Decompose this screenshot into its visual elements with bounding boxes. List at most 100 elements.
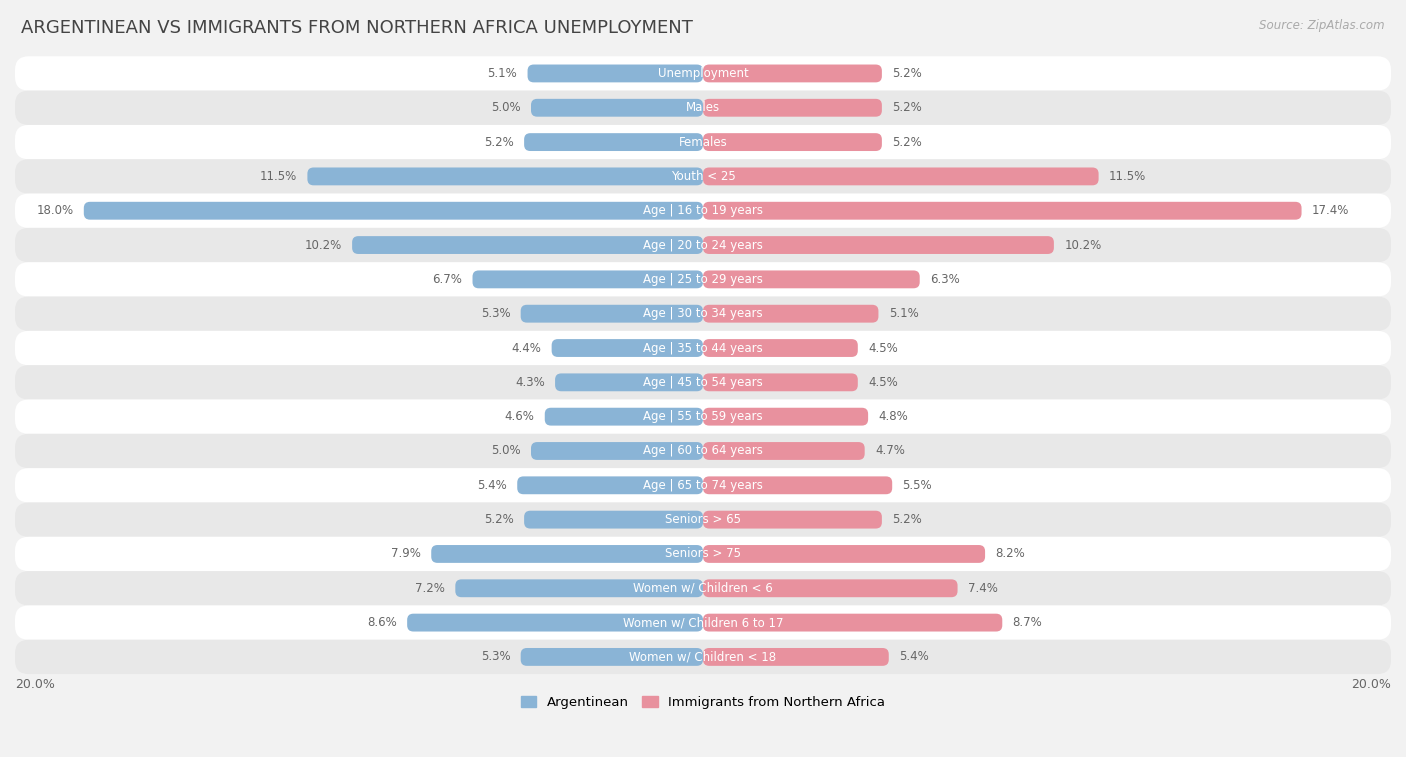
Text: Seniors > 65: Seniors > 65 [665, 513, 741, 526]
Text: 7.2%: 7.2% [415, 582, 446, 595]
Text: 8.2%: 8.2% [995, 547, 1025, 560]
FancyBboxPatch shape [15, 503, 1391, 537]
Text: Age | 55 to 59 years: Age | 55 to 59 years [643, 410, 763, 423]
Text: Youth < 25: Youth < 25 [671, 170, 735, 183]
FancyBboxPatch shape [520, 305, 703, 322]
FancyBboxPatch shape [703, 648, 889, 666]
Text: 5.2%: 5.2% [893, 136, 922, 148]
Text: Age | 16 to 19 years: Age | 16 to 19 years [643, 204, 763, 217]
Text: ARGENTINEAN VS IMMIGRANTS FROM NORTHERN AFRICA UNEMPLOYMENT: ARGENTINEAN VS IMMIGRANTS FROM NORTHERN … [21, 19, 693, 37]
FancyBboxPatch shape [544, 408, 703, 425]
Text: 4.3%: 4.3% [515, 375, 544, 389]
FancyBboxPatch shape [15, 331, 1391, 365]
Text: Age | 20 to 24 years: Age | 20 to 24 years [643, 238, 763, 251]
FancyBboxPatch shape [15, 640, 1391, 674]
Text: 5.2%: 5.2% [484, 513, 513, 526]
Text: Women w/ Children 6 to 17: Women w/ Children 6 to 17 [623, 616, 783, 629]
Text: Women w/ Children < 6: Women w/ Children < 6 [633, 582, 773, 595]
FancyBboxPatch shape [15, 159, 1391, 194]
Text: 11.5%: 11.5% [1109, 170, 1146, 183]
Text: 4.7%: 4.7% [875, 444, 905, 457]
FancyBboxPatch shape [15, 606, 1391, 640]
FancyBboxPatch shape [84, 202, 703, 220]
Text: 7.4%: 7.4% [967, 582, 998, 595]
FancyBboxPatch shape [703, 373, 858, 391]
Text: 18.0%: 18.0% [37, 204, 73, 217]
Text: 5.4%: 5.4% [898, 650, 929, 663]
FancyBboxPatch shape [703, 442, 865, 460]
FancyBboxPatch shape [352, 236, 703, 254]
Text: Age | 30 to 34 years: Age | 30 to 34 years [643, 307, 763, 320]
Text: 5.1%: 5.1% [889, 307, 918, 320]
FancyBboxPatch shape [15, 56, 1391, 91]
FancyBboxPatch shape [524, 133, 703, 151]
FancyBboxPatch shape [472, 270, 703, 288]
FancyBboxPatch shape [531, 99, 703, 117]
Text: Age | 35 to 44 years: Age | 35 to 44 years [643, 341, 763, 354]
FancyBboxPatch shape [15, 125, 1391, 159]
FancyBboxPatch shape [703, 167, 1098, 185]
FancyBboxPatch shape [15, 400, 1391, 434]
FancyBboxPatch shape [15, 571, 1391, 606]
Text: Males: Males [686, 101, 720, 114]
FancyBboxPatch shape [703, 545, 986, 563]
FancyBboxPatch shape [703, 614, 1002, 631]
Text: Source: ZipAtlas.com: Source: ZipAtlas.com [1260, 19, 1385, 32]
Text: 5.5%: 5.5% [903, 479, 932, 492]
Text: 5.2%: 5.2% [893, 101, 922, 114]
Text: 5.1%: 5.1% [488, 67, 517, 80]
FancyBboxPatch shape [703, 64, 882, 83]
FancyBboxPatch shape [555, 373, 703, 391]
FancyBboxPatch shape [531, 442, 703, 460]
Text: Age | 60 to 64 years: Age | 60 to 64 years [643, 444, 763, 457]
Text: 5.4%: 5.4% [477, 479, 508, 492]
Text: 5.0%: 5.0% [491, 444, 520, 457]
FancyBboxPatch shape [703, 270, 920, 288]
FancyBboxPatch shape [15, 365, 1391, 400]
FancyBboxPatch shape [703, 339, 858, 357]
FancyBboxPatch shape [703, 476, 893, 494]
Text: Age | 45 to 54 years: Age | 45 to 54 years [643, 375, 763, 389]
Text: 5.2%: 5.2% [893, 67, 922, 80]
FancyBboxPatch shape [703, 99, 882, 117]
Text: 6.3%: 6.3% [929, 273, 960, 286]
Text: Age | 65 to 74 years: Age | 65 to 74 years [643, 479, 763, 492]
Text: 6.7%: 6.7% [432, 273, 463, 286]
Text: 10.2%: 10.2% [305, 238, 342, 251]
Text: 5.3%: 5.3% [481, 307, 510, 320]
Text: Unemployment: Unemployment [658, 67, 748, 80]
FancyBboxPatch shape [456, 579, 703, 597]
FancyBboxPatch shape [703, 511, 882, 528]
Text: 5.2%: 5.2% [484, 136, 513, 148]
FancyBboxPatch shape [15, 297, 1391, 331]
Text: Females: Females [679, 136, 727, 148]
Text: 10.2%: 10.2% [1064, 238, 1101, 251]
Text: 4.5%: 4.5% [868, 341, 898, 354]
Text: 17.4%: 17.4% [1312, 204, 1350, 217]
FancyBboxPatch shape [15, 262, 1391, 297]
Text: 5.0%: 5.0% [491, 101, 520, 114]
Text: 4.5%: 4.5% [868, 375, 898, 389]
FancyBboxPatch shape [703, 236, 1054, 254]
FancyBboxPatch shape [308, 167, 703, 185]
Text: 20.0%: 20.0% [15, 678, 55, 690]
FancyBboxPatch shape [15, 228, 1391, 262]
FancyBboxPatch shape [703, 305, 879, 322]
Text: 4.6%: 4.6% [505, 410, 534, 423]
FancyBboxPatch shape [703, 408, 868, 425]
Legend: Argentinean, Immigrants from Northern Africa: Argentinean, Immigrants from Northern Af… [515, 691, 891, 715]
FancyBboxPatch shape [15, 91, 1391, 125]
FancyBboxPatch shape [703, 202, 1302, 220]
Text: 11.5%: 11.5% [260, 170, 297, 183]
Text: 5.3%: 5.3% [481, 650, 510, 663]
FancyBboxPatch shape [517, 476, 703, 494]
FancyBboxPatch shape [703, 133, 882, 151]
FancyBboxPatch shape [15, 434, 1391, 468]
FancyBboxPatch shape [432, 545, 703, 563]
FancyBboxPatch shape [551, 339, 703, 357]
Text: 5.2%: 5.2% [893, 513, 922, 526]
FancyBboxPatch shape [15, 194, 1391, 228]
Text: 8.6%: 8.6% [367, 616, 396, 629]
FancyBboxPatch shape [527, 64, 703, 83]
Text: 8.7%: 8.7% [1012, 616, 1042, 629]
